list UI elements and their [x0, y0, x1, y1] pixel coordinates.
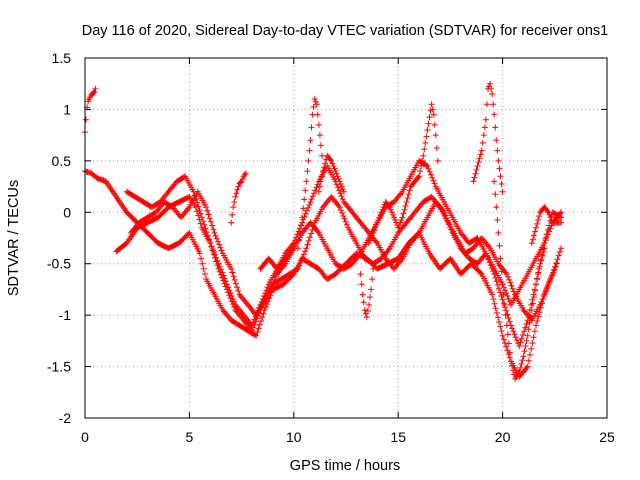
- data-point-markers: [357, 265, 377, 321]
- x-tick-label: 5: [186, 429, 194, 445]
- series-band-9: [257, 245, 297, 272]
- data-point-markers: [127, 188, 560, 324]
- data-points: [82, 80, 565, 382]
- data-point-markers: [228, 170, 249, 226]
- y-tick-label: -0.5: [47, 256, 71, 272]
- series-track-d: [127, 188, 560, 324]
- y-tick-label: 0: [63, 204, 71, 220]
- data-point-markers: [295, 96, 325, 252]
- axis-ticks: [84, 57, 608, 419]
- x-tick-label: 25: [599, 429, 615, 445]
- series-spike-7: [228, 170, 249, 226]
- series-crash-20: [491, 178, 548, 382]
- series-rise-0: [82, 85, 99, 136]
- plot-frame: [84, 57, 608, 419]
- y-tick-label: -1.5: [47, 359, 71, 375]
- series-mid-14: [366, 173, 423, 247]
- series-rise-11: [315, 152, 347, 195]
- tick-labels: 0 5 10 15 20 25 -2 -1.5 -1 -0.5 0 0.5 1 1.5: [47, 50, 615, 445]
- y-tick-label: -1: [59, 307, 72, 323]
- grid: [85, 58, 607, 418]
- y-tick-label: -2: [59, 410, 72, 426]
- series-tail-22: [528, 204, 565, 247]
- y-tick-label: 1.5: [52, 50, 72, 66]
- x-axis-label: GPS time / hours: [290, 458, 400, 474]
- x-tick-label: 15: [390, 429, 406, 445]
- series-dip-13: [357, 265, 377, 321]
- data-point-markers: [257, 245, 297, 272]
- series-peak-19: [470, 80, 506, 195]
- series-spike-10: [295, 96, 325, 252]
- data-point-markers: [470, 80, 506, 195]
- data-point-markers: [528, 204, 565, 247]
- data-point-markers: [82, 85, 99, 136]
- data-point-markers: [366, 173, 423, 247]
- y-tick-label: 0.5: [52, 153, 72, 169]
- x-tick-label: 0: [81, 429, 89, 445]
- x-tick-label: 10: [286, 429, 302, 445]
- data-point-markers: [491, 178, 548, 382]
- y-tick-label: 1: [63, 101, 71, 117]
- data-point-markers: [315, 152, 347, 195]
- chart-title: Day 116 of 2020, Sidereal Day-to-day VTE…: [82, 23, 609, 39]
- x-tick-label: 20: [495, 429, 511, 445]
- y-axis-label: SDTVAR / TECUs: [6, 180, 22, 296]
